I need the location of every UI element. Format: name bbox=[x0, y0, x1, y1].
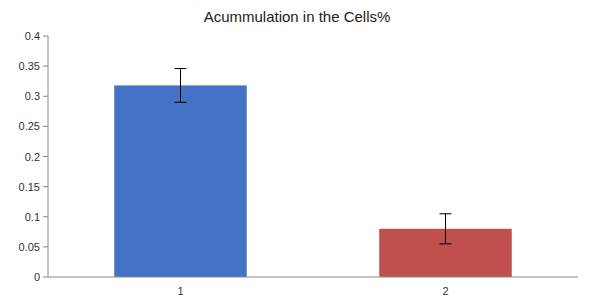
error-bar bbox=[175, 69, 187, 103]
tick-label: 0.25 bbox=[19, 120, 40, 132]
title: Acummulation in the Cells% bbox=[204, 8, 391, 25]
tick-mark bbox=[43, 126, 48, 127]
x-axis: 12 bbox=[177, 285, 448, 297]
error-cap bbox=[175, 68, 187, 69]
error-line bbox=[180, 69, 181, 103]
tick-label: 0.35 bbox=[19, 60, 40, 72]
tick-mark bbox=[43, 246, 48, 247]
y-axis-line bbox=[48, 36, 49, 277]
tick-mark bbox=[43, 66, 48, 67]
error-cap bbox=[440, 213, 452, 214]
chart-svg: Acummulation in the Cells% 0 0.05 0.1 0.15 0.… bbox=[0, 0, 594, 307]
tick-mark bbox=[43, 156, 48, 157]
tick-label: 0.2 bbox=[25, 151, 40, 163]
error-line bbox=[445, 214, 446, 244]
bar bbox=[114, 85, 247, 277]
tick-mark bbox=[43, 216, 48, 217]
error-cap bbox=[440, 243, 452, 244]
tick-mark bbox=[43, 96, 48, 97]
page: {"chart_data": {"type": "bar", "title": … bbox=[0, 0, 594, 307]
tick-label: 0.4 bbox=[25, 30, 40, 42]
tick-label: 0.3 bbox=[25, 90, 40, 102]
tick-mark bbox=[43, 36, 48, 37]
chart-container: Acummulation in the Cells% 0 0.05 0.1 0.15 0.… bbox=[0, 0, 594, 307]
tick-label: 0 bbox=[34, 271, 40, 283]
tick-label: 0.15 bbox=[19, 181, 40, 193]
y-axis: 0 0.05 0.1 0.15 0.2 0.25 0.3 0.35 0.4 bbox=[19, 30, 48, 283]
error-bar bbox=[440, 214, 452, 244]
tick-mark bbox=[43, 186, 48, 187]
category-label: 1 bbox=[177, 285, 183, 297]
plot-area bbox=[114, 69, 512, 277]
category-label: 2 bbox=[442, 285, 448, 297]
tick-label: 0.05 bbox=[19, 241, 40, 253]
tick-label: 0.1 bbox=[25, 211, 40, 223]
tick-mark bbox=[43, 277, 48, 278]
error-cap bbox=[175, 102, 187, 103]
x-axis-line bbox=[48, 277, 578, 278]
